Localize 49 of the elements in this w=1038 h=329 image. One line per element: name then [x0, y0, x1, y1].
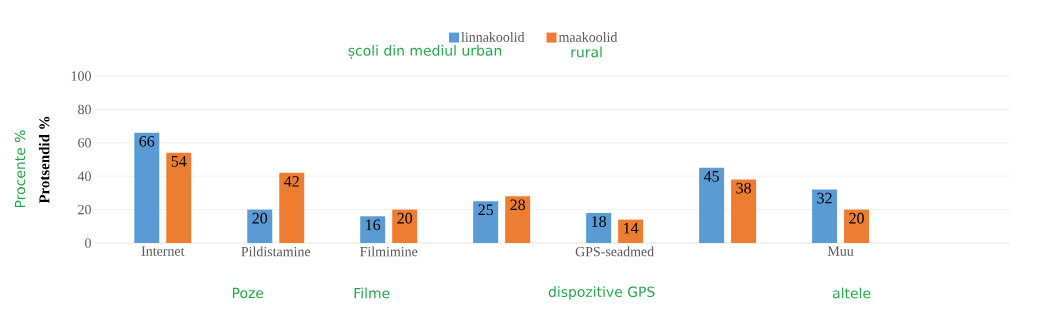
bar — [586, 212, 612, 243]
x-tick-label: Muu — [827, 246, 854, 256]
y-axis-title: Protsendid % — [38, 116, 50, 204]
data-label: 14 — [624, 222, 639, 234]
bar — [505, 196, 531, 243]
data-label: 42 — [284, 176, 299, 187]
y-tick-label: 60 — [78, 138, 91, 148]
data-label: 25 — [478, 204, 494, 216]
data-label: 20 — [849, 212, 864, 224]
bar — [699, 167, 725, 243]
bar — [166, 152, 192, 243]
x-tick-label: Filmimine — [360, 246, 418, 257]
data-label: 54 — [171, 156, 187, 167]
x-tick-label: Pildistamine — [241, 246, 311, 257]
bar — [392, 209, 418, 243]
bar — [473, 201, 499, 243]
bar — [134, 132, 160, 243]
data-label: 38 — [736, 182, 751, 194]
data-label: 20 — [397, 212, 413, 224]
y-tick-label: 0 — [85, 238, 91, 248]
bar — [279, 172, 305, 243]
data-label: 32 — [817, 192, 832, 204]
text: Poze — [232, 287, 264, 299]
bar — [618, 219, 644, 243]
data-label: 18 — [592, 216, 606, 227]
y-tick-label: 80 — [78, 104, 91, 115]
data-label: 16 — [366, 219, 381, 231]
legend-label: linnakoolid — [461, 31, 525, 42]
data-label: 66 — [139, 135, 155, 147]
data-label: 20 — [252, 212, 268, 224]
text: Filme — [354, 287, 390, 299]
bar — [731, 179, 757, 243]
y-tick-label: 20 — [78, 204, 91, 215]
text: rural — [571, 46, 602, 58]
text: Procente % — [14, 130, 26, 208]
text: altele — [832, 287, 871, 299]
bar — [360, 216, 386, 243]
x-tick-label: Internet — [141, 246, 185, 256]
bar — [812, 189, 838, 243]
y-tick-label: 100 — [71, 71, 91, 81]
legend-label: maakoolid — [558, 31, 618, 42]
data-label: 28 — [510, 199, 526, 211]
data-label: 45 — [703, 171, 719, 182]
bar — [247, 209, 273, 243]
x-tick-label: GPS-seadmed — [575, 246, 654, 257]
bar — [844, 209, 870, 243]
text: dispozitive GPS — [548, 286, 655, 300]
y-tick-label: 40 — [77, 171, 91, 181]
text: școli din mediul urban — [348, 45, 502, 59]
